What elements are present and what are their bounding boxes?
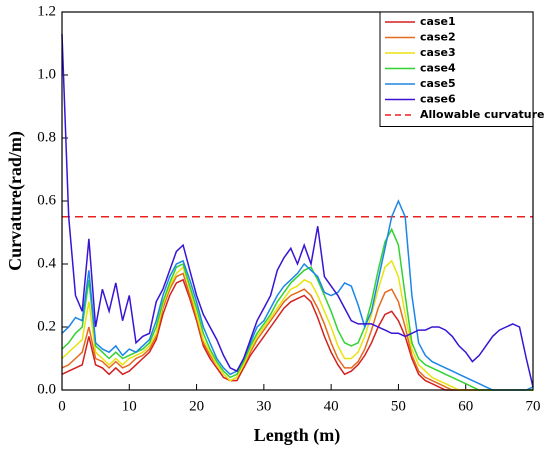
- x-axis-label: Length (m): [254, 425, 341, 446]
- y-tick-label: 0.8: [37, 129, 56, 145]
- series-line: [61, 278, 533, 391]
- legend-label: case2: [420, 31, 456, 44]
- y-tick-label: 0.4: [37, 255, 56, 271]
- y-tick-label: 1.2: [37, 3, 56, 19]
- x-tick-label: 40: [324, 398, 339, 414]
- series-line: [61, 199, 534, 391]
- series-line: [61, 34, 534, 388]
- legend-label: case1: [420, 15, 456, 28]
- series-line: [61, 272, 533, 391]
- x-tick-label: 20: [189, 398, 204, 414]
- legend-label: case4: [420, 62, 456, 75]
- x-tick-label: 70: [526, 398, 541, 414]
- y-tick-label: 0.6: [37, 192, 56, 208]
- x-tick-label: 60: [458, 398, 473, 414]
- series-line: [61, 259, 533, 391]
- x-tick-label: 30: [256, 398, 271, 414]
- legend-label: case5: [420, 77, 456, 90]
- series-line: [61, 227, 533, 391]
- legend-label: case6: [420, 93, 456, 106]
- y-tick-label: 0.0: [37, 381, 56, 397]
- y-axis-label: Curvature(rad/m): [5, 131, 26, 271]
- legend-label: Allowable curvature: [420, 108, 544, 121]
- y-tick-label: 0.2: [37, 318, 56, 334]
- x-tick-label: 10: [122, 398, 137, 414]
- x-tick-label: 0: [58, 398, 66, 414]
- legend-label: case3: [420, 46, 456, 59]
- y-tick-label: 1.0: [37, 66, 56, 82]
- x-tick-label: 50: [391, 398, 406, 414]
- plot-frame: [61, 11, 534, 391]
